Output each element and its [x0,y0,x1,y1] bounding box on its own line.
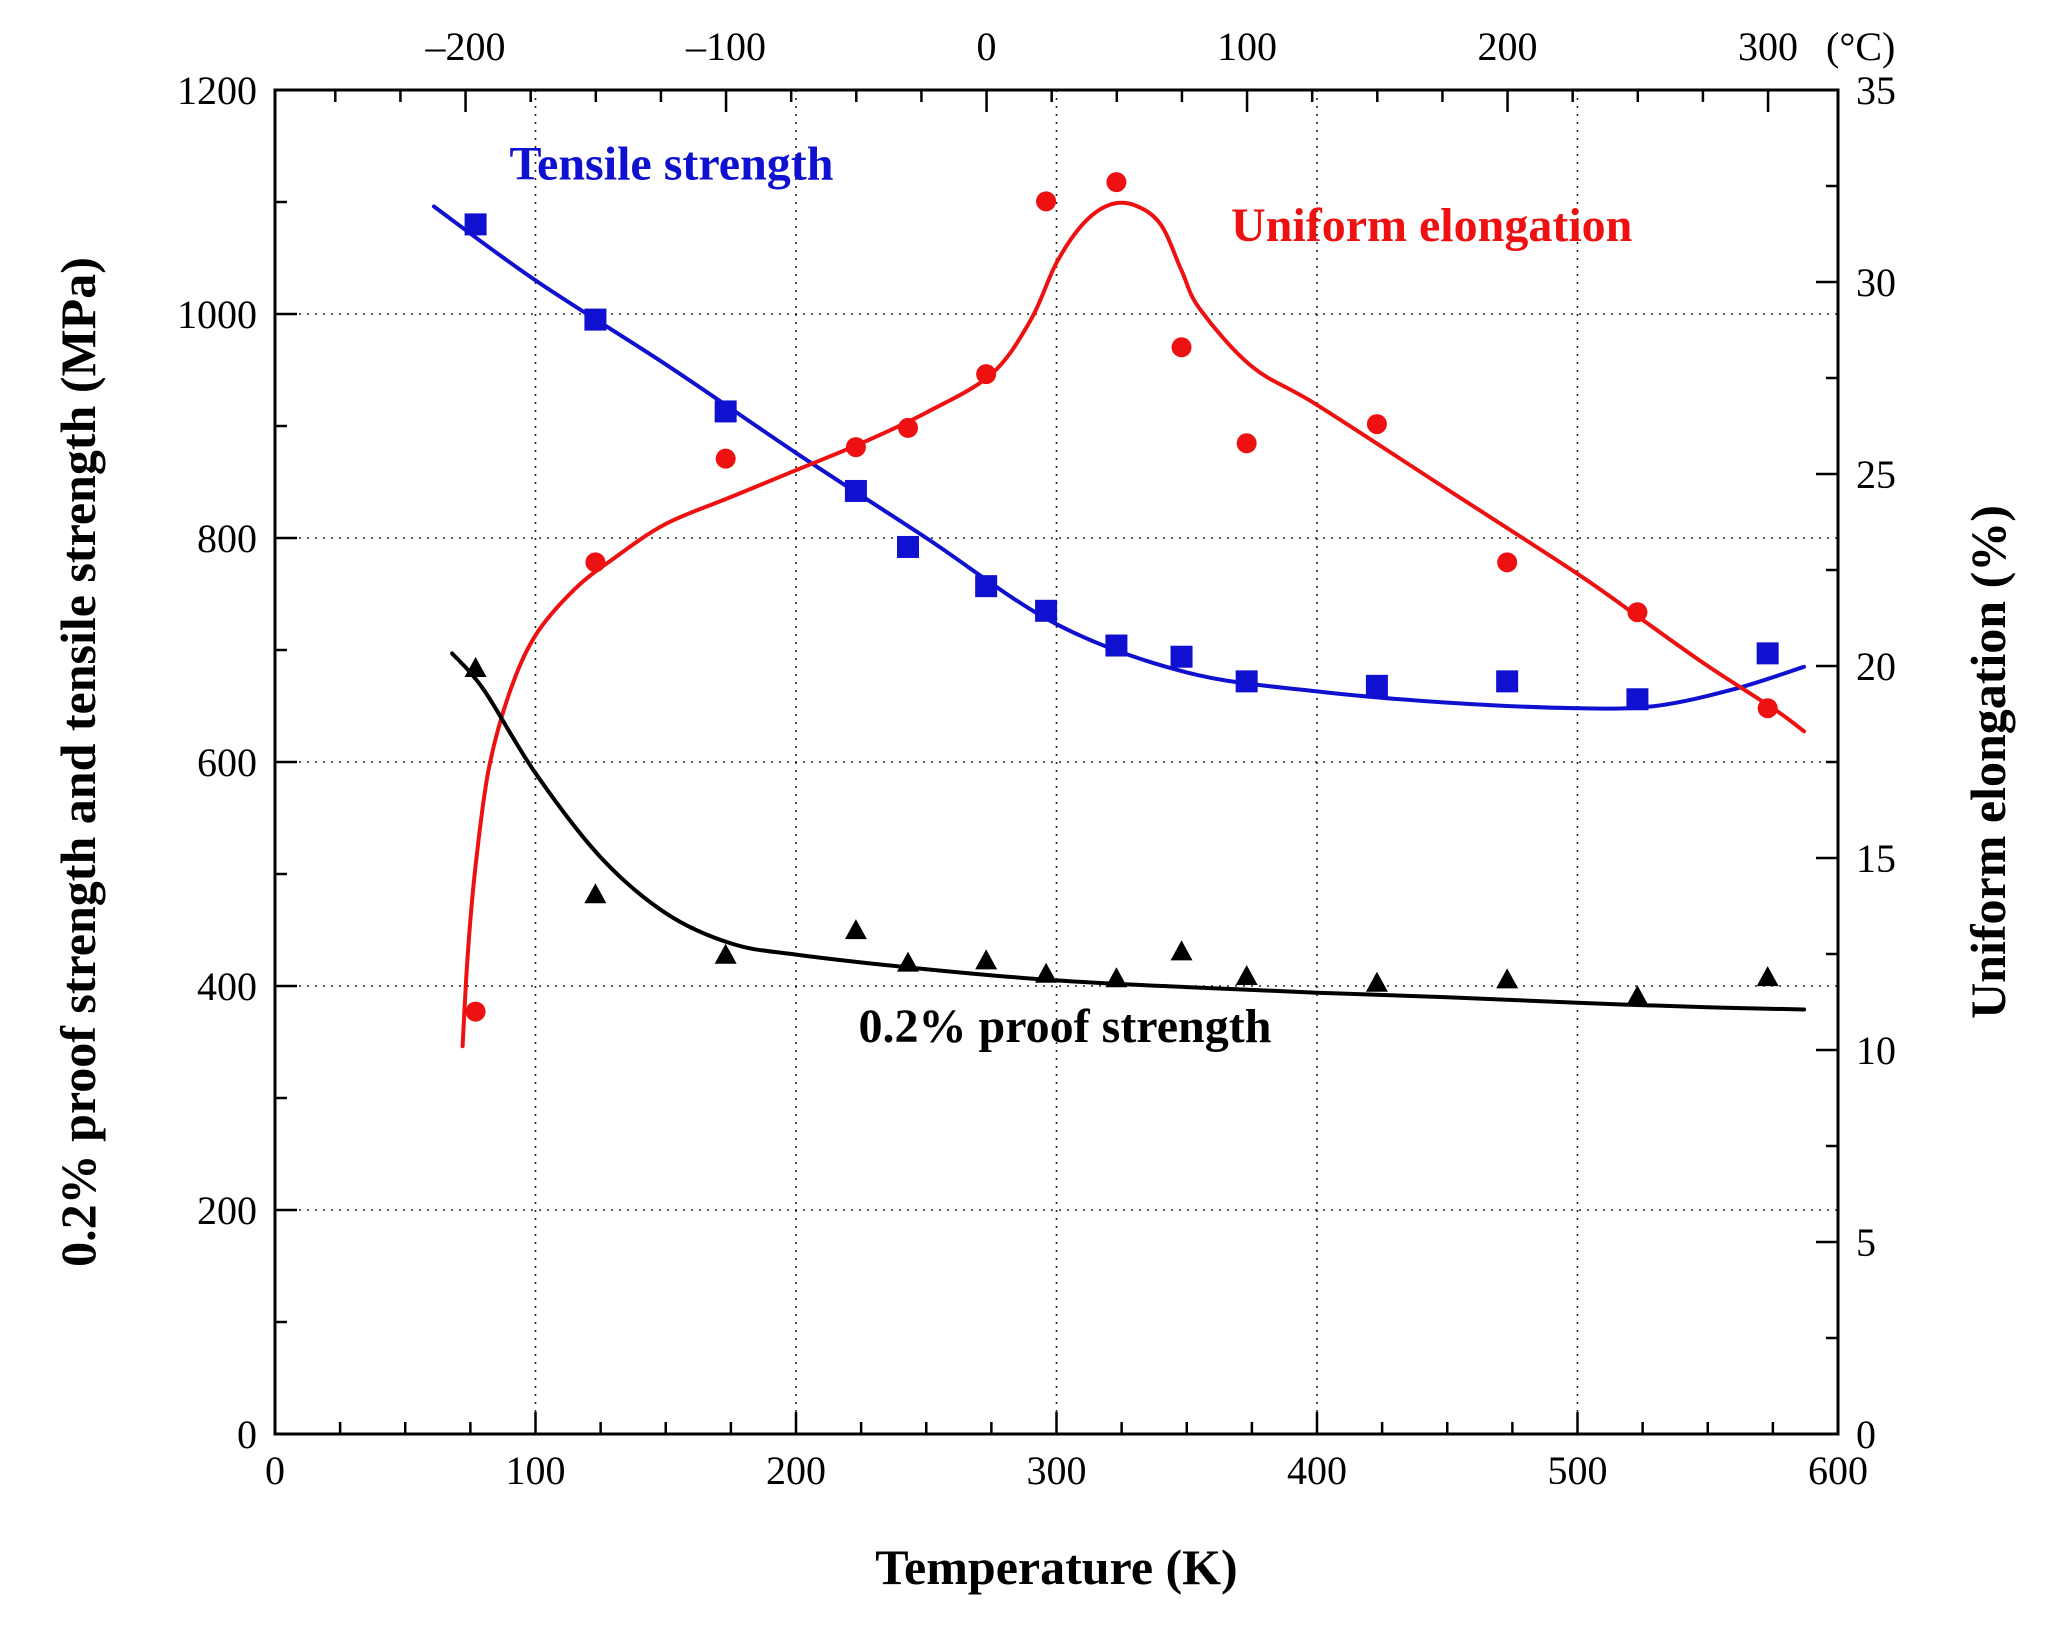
tensile-strength-point [464,213,487,236]
y-tick-label: 1200 [177,68,257,113]
x-tick-label: 0 [265,1448,285,1493]
y-axis-label: 0.2% proof strength and tensile strength… [50,257,106,1267]
y-tick-label: 800 [197,516,257,561]
y-tick-label: 0 [237,1412,257,1457]
x2-tick-label: 200 [1478,24,1538,69]
fit-layer [431,200,1807,1049]
0-2-proof-strength-point [1235,965,1258,986]
0-2-proof-strength-point [844,919,867,940]
uniform-elongation-fit-line [460,200,1807,1049]
uniform-elongation-point [465,1001,486,1022]
x-tick-label: 600 [1808,1448,1868,1493]
0-2-proof-strength-point [1170,940,1193,961]
y-tick-label: 1000 [177,292,257,337]
uniform-elongation-point [976,364,997,385]
uniform-elongation-point [585,552,606,573]
tensile-strength-fit-line [431,204,1807,711]
uniform-elongation-point [898,417,919,438]
y-tick-label: 200 [197,1188,257,1233]
y-tick-label: 400 [197,964,257,1009]
y2-tick-label: 15 [1856,836,1896,881]
y-tick-label: 600 [197,740,257,785]
y2-tick-label: 20 [1856,644,1896,689]
0-2-proof-strength-annotation: 0.2% proof strength [859,1000,1272,1053]
y2-axis-label: Uniform elongation (%) [1960,505,2016,1019]
tensile-strength-point [1365,674,1388,697]
tensile-strength-point [975,575,998,598]
y2-tick-label: 5 [1856,1220,1876,1265]
x2-unit-label: (°C) [1826,24,1895,69]
uniform-elongation-point [1171,337,1192,358]
tensile-strength-point [1626,688,1649,711]
0-2-proof-strength-point [1756,966,1779,987]
0-2-proof-strength-point [975,949,998,970]
grid-layer [275,90,1838,1434]
axis-layer: 0 100 200 300 400 500 600–200 –100 0 100 200 300 (°C… [177,24,1896,1493]
uniform-elongation-point [1106,172,1127,193]
uniform-elongation-point [715,448,736,469]
y2-tick-label: 25 [1856,452,1896,497]
tensile-strength-point [714,400,737,423]
x2-tick-label: –100 [685,24,766,69]
y2-tick-label: 30 [1856,260,1896,305]
tensile-strength-point [1235,670,1258,693]
uniform-elongation-point [1036,191,1057,212]
tensile-strength-point [897,535,920,558]
uniform-elongation-annotation: Uniform elongation [1231,199,1632,252]
0-2-proof-strength-point [1035,962,1058,983]
0-2-proof-strength-point [1626,985,1649,1006]
uniform-elongation-point [1497,552,1518,573]
tensile-strength-point [1756,642,1779,665]
tensile-strength-annotation: Tensile strength [509,138,833,191]
x2-tick-label: 0 [977,24,997,69]
x-tick-label: 300 [1027,1448,1087,1493]
label-layer: Temperature (K) 0.2% proof strength and t… [50,138,2016,1595]
tensile-strength-point [844,479,867,502]
uniform-elongation-point [1757,698,1778,719]
x-tick-label: 200 [766,1448,826,1493]
tensile-strength-point [1035,599,1058,622]
0-2-proof-strength-point [714,943,737,964]
tensile-strength-point [1496,670,1519,693]
uniform-elongation-point [845,437,866,458]
y2-tick-label: 35 [1856,68,1896,113]
x2-tick-label: 100 [1217,24,1277,69]
y2-tick-label: 10 [1856,1028,1896,1073]
0-2-proof-strength-point [584,883,607,904]
tensile-strength-point [1170,645,1193,668]
x2-tick-label: –200 [425,24,506,69]
0-2-proof-strength-point [897,951,920,972]
0-2-proof-strength-point [1365,971,1388,992]
x-axis-label: Temperature (K) [875,1539,1237,1595]
0-2-proof-strength-point [1105,967,1128,988]
x-tick-label: 100 [506,1448,566,1493]
uniform-elongation-point [1627,602,1648,623]
0-2-proof-strength-point [464,657,487,678]
tensile-strength-point [1105,634,1128,657]
y2-tick-label: 0 [1856,1412,1876,1457]
0-2-proof-strength-fit-line [450,651,1807,1012]
marker-layer [464,172,1779,1022]
x-tick-label: 400 [1287,1448,1347,1493]
x-tick-label: 500 [1548,1448,1608,1493]
tensile-strength-point [584,308,607,331]
x2-tick-label: 300 [1738,24,1798,69]
0-2-proof-strength-point [1496,968,1519,989]
uniform-elongation-point [1366,414,1387,435]
uniform-elongation-point [1236,433,1257,454]
